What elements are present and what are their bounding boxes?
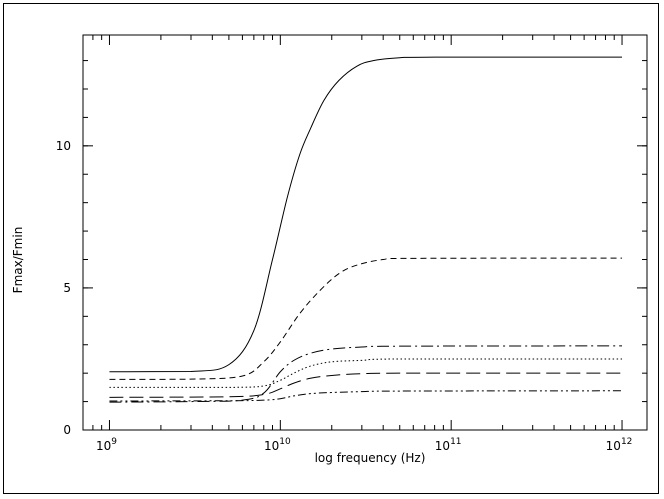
x-tick-label: 109 [96, 437, 117, 453]
x-tick-label: 1010 [264, 437, 291, 453]
x-tick-label: 1011 [435, 437, 462, 453]
x-tick-label: 1012 [606, 437, 633, 453]
axes: 109 1010 1011 1012 0 5 10 [56, 34, 648, 453]
series-line-3 [109, 345, 623, 403]
y-tick-label: 10 [56, 139, 71, 153]
plot-box [82, 34, 648, 431]
y-tick-label: 5 [63, 281, 71, 295]
series-line-6 [109, 390, 623, 402]
series-line-1 [109, 56, 623, 373]
y-axis-title: Fmax/Fmin [11, 227, 25, 294]
series-line-5 [109, 372, 623, 398]
y-tick-label: 0 [63, 423, 71, 437]
x-axis-title: log frequency (Hz) [315, 451, 426, 465]
series-line-4 [109, 358, 623, 388]
chart-frame [3, 3, 659, 494]
series-line-2 [109, 257, 623, 380]
series-layer [109, 56, 623, 403]
